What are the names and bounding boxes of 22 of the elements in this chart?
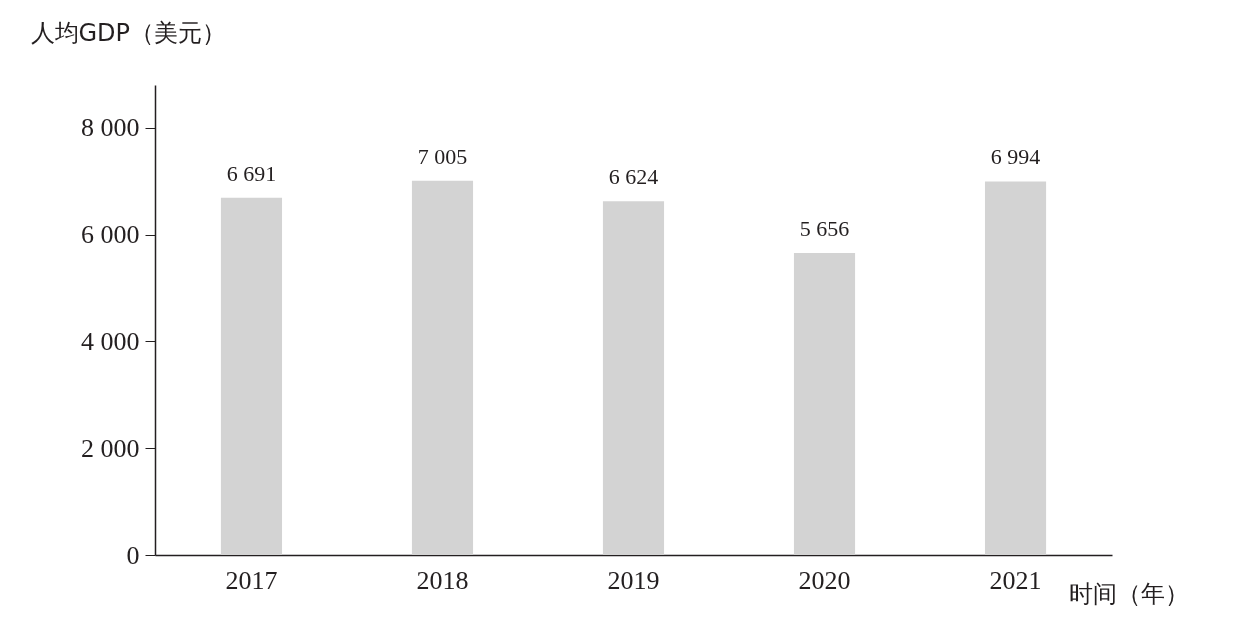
y-tick-label: 8 000 bbox=[81, 113, 140, 143]
x-tick-label: 2020 bbox=[798, 565, 851, 595]
bar bbox=[984, 181, 1047, 555]
x-tick-label: 2017 bbox=[225, 565, 278, 595]
data-label: 6 691 bbox=[226, 160, 277, 186]
x-tick-label: 2021 bbox=[989, 565, 1042, 595]
bar bbox=[602, 201, 665, 555]
y-tick-label: 6 000 bbox=[81, 220, 140, 250]
bar bbox=[411, 180, 474, 555]
data-label: 6 994 bbox=[990, 144, 1041, 170]
y-tick-label: 0 bbox=[126, 540, 140, 570]
x-tick-label: 2019 bbox=[607, 565, 660, 595]
y-axis-title: 人均GDP（美元） bbox=[30, 18, 227, 47]
data-label: 6 624 bbox=[608, 164, 659, 190]
y-tick-label: 4 000 bbox=[81, 326, 140, 356]
bar bbox=[793, 252, 856, 555]
y-tick-label: 2 000 bbox=[81, 433, 140, 463]
x-tick-label: 2018 bbox=[416, 565, 469, 595]
data-label: 5 656 bbox=[799, 215, 850, 241]
x-axis-title: 时间（年） bbox=[1068, 579, 1189, 608]
data-label: 7 005 bbox=[417, 143, 468, 169]
bar bbox=[220, 197, 283, 555]
